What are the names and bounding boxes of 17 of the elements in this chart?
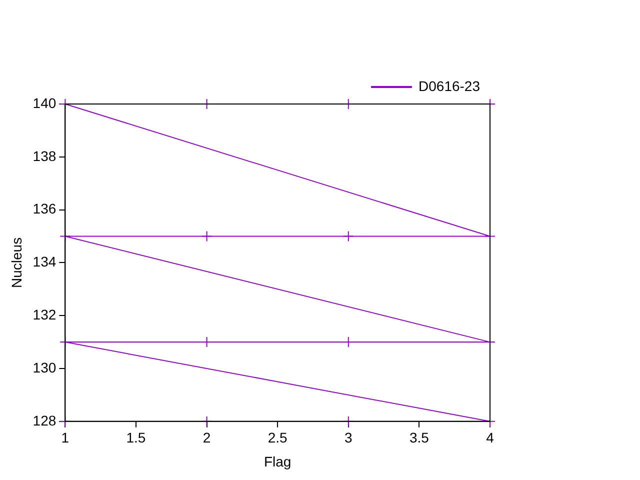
x-tick-label: 3.5 bbox=[409, 430, 430, 446]
y-tick-label: 134 bbox=[32, 254, 56, 270]
y-tick-label: 128 bbox=[32, 412, 56, 428]
y-tick-label: 140 bbox=[32, 94, 56, 111]
y-tick-label: 136 bbox=[32, 200, 56, 217]
y-axis-title: Nucleus bbox=[8, 237, 24, 288]
x-tick-label: 4 bbox=[486, 430, 494, 446]
x-tick-label: 1 bbox=[61, 430, 70, 446]
y-tick-label: 130 bbox=[32, 359, 56, 376]
y-tick-label: 132 bbox=[32, 306, 56, 322]
x-tick-label: 2 bbox=[202, 430, 211, 446]
x-tick-label: 2.5 bbox=[268, 430, 288, 446]
y-tick-label: 138 bbox=[32, 148, 56, 164]
legend-label: D0616-23 bbox=[418, 78, 480, 94]
x-tick-label: 3 bbox=[344, 430, 352, 446]
x-tick-label: 1.5 bbox=[126, 430, 146, 446]
x-axis-title: Flag bbox=[264, 453, 292, 470]
